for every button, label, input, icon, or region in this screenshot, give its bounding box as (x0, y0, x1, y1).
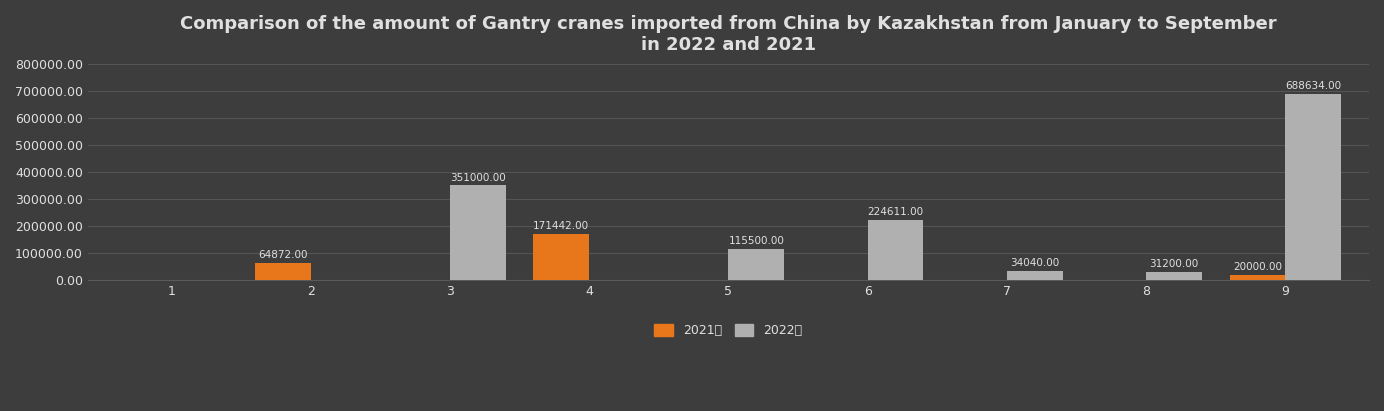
Title: Comparison of the amount of Gantry cranes imported from China by Kazakhstan from: Comparison of the amount of Gantry crane… (180, 15, 1277, 54)
Text: 34040.00: 34040.00 (1010, 259, 1059, 268)
Bar (533, 234, 590, 280)
Text: 31200.00: 31200.00 (1150, 259, 1199, 269)
Bar (1286, 94, 1341, 280)
Text: 688634.00: 688634.00 (1286, 81, 1341, 91)
Bar (255, 263, 310, 280)
Bar (728, 249, 785, 280)
Bar (1008, 271, 1063, 280)
Legend: 2021年, 2022年: 2021年, 2022年 (648, 318, 808, 344)
Text: 224611.00: 224611.00 (868, 207, 923, 217)
Text: 351000.00: 351000.00 (450, 173, 505, 182)
Bar (1230, 275, 1286, 280)
Bar (1146, 272, 1201, 280)
Bar (450, 185, 505, 280)
Text: 171442.00: 171442.00 (533, 221, 590, 231)
Text: 64872.00: 64872.00 (257, 250, 307, 260)
Text: 115500.00: 115500.00 (728, 236, 785, 247)
Text: 20000.00: 20000.00 (1233, 262, 1282, 272)
Bar (868, 219, 923, 280)
